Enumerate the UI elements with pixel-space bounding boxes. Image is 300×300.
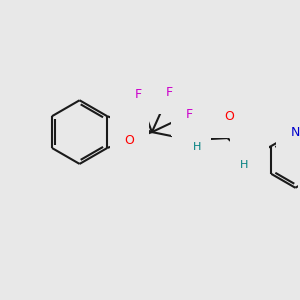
Text: H: H [193, 142, 201, 152]
Text: F: F [166, 86, 173, 99]
Text: O: O [224, 110, 234, 123]
Text: F: F [134, 88, 142, 101]
Text: N: N [245, 152, 254, 164]
Text: H: H [240, 160, 249, 170]
Text: F: F [186, 108, 193, 121]
Text: N: N [187, 134, 196, 147]
Text: O: O [124, 134, 134, 147]
Text: N: N [291, 126, 300, 139]
Text: O: O [124, 118, 134, 130]
